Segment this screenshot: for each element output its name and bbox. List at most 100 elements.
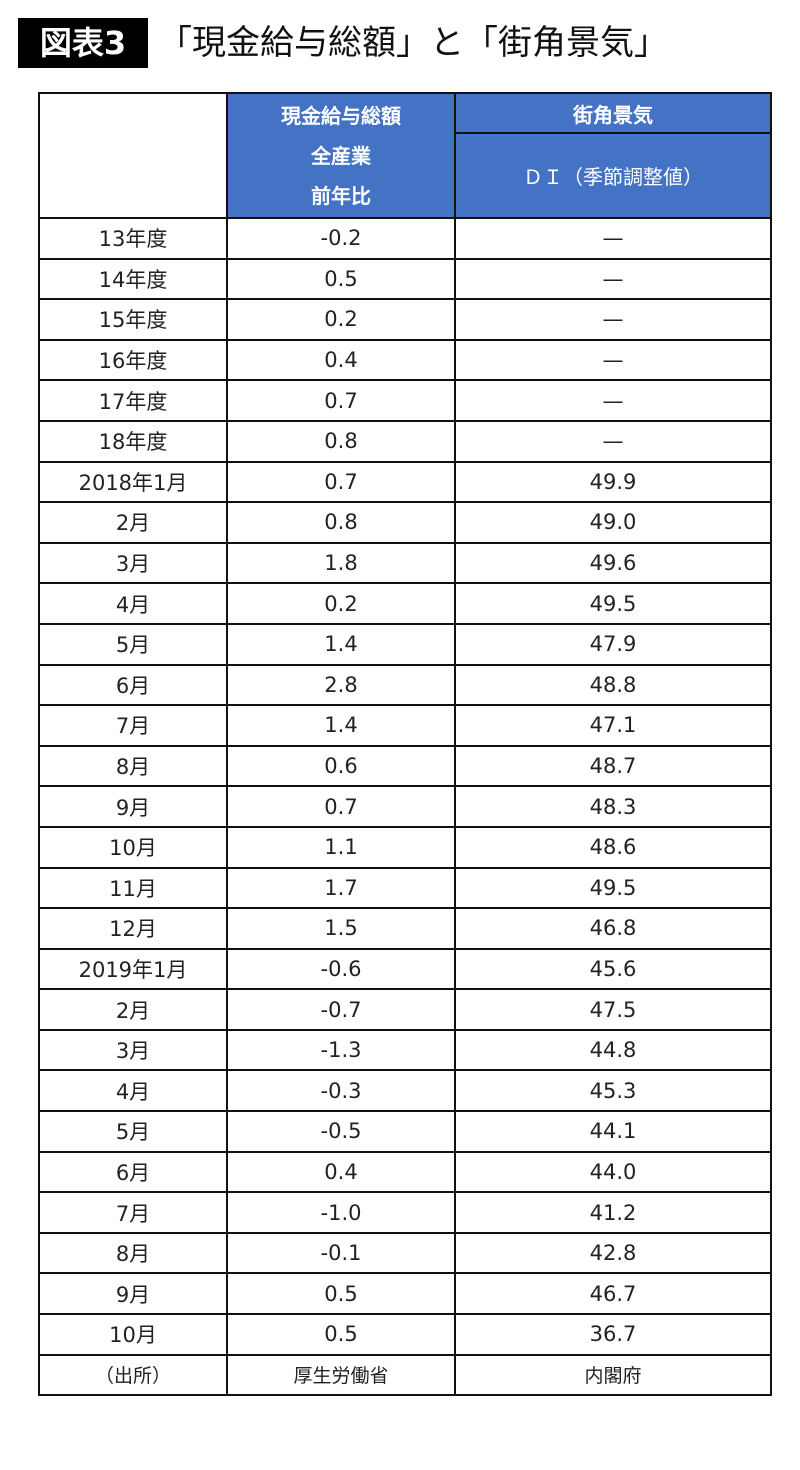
header-street-economy: 街角景気 xyxy=(454,92,772,134)
cell-wage-change: -1.0 xyxy=(226,1191,456,1234)
table-row: 3月 -1.3 44.8 xyxy=(38,1028,772,1072)
table-row: 10月 1.1 48.6 xyxy=(38,825,772,869)
cell-period: 3月 xyxy=(38,1028,228,1072)
cell-period: 7月 xyxy=(38,1191,228,1234)
cell-period: 12月 xyxy=(38,907,228,950)
table-row: 7月 -1.0 41.2 xyxy=(38,1191,772,1234)
cell-di-value: 49.9 xyxy=(454,460,772,504)
cell-di-value: 49.5 xyxy=(454,866,772,910)
cell-wage-change: 0.4 xyxy=(226,1150,456,1194)
cell-di-value: 48.6 xyxy=(454,825,772,869)
cell-wage-change: -0.1 xyxy=(226,1231,456,1275)
table-row: 4月 0.2 49.5 xyxy=(38,582,772,625)
cell-wage-change: 1.7 xyxy=(226,866,456,910)
cell-period: 11月 xyxy=(38,866,228,910)
cell-period: 2018年1月 xyxy=(38,460,228,504)
cell-wage-change: 0.7 xyxy=(226,379,456,422)
cell-di-value: 36.7 xyxy=(454,1313,772,1356)
cell-period: 10月 xyxy=(38,1313,228,1356)
cell-di-value: 49.5 xyxy=(454,582,772,625)
table-row: 15年度 0.2— xyxy=(38,298,772,341)
cell-wage-change: 0.8 xyxy=(226,501,456,544)
cell-period: 6月 xyxy=(38,1150,228,1194)
table-row: 2018年1月 0.7 49.9 xyxy=(38,460,772,504)
table-row: 6月 0.4 44.0 xyxy=(38,1150,772,1194)
table-row: 11月 1.7 49.5 xyxy=(38,866,772,910)
cell-wage-change: 0.5 xyxy=(226,1272,456,1316)
source-cell: （出所） xyxy=(38,1353,228,1397)
cell-period: 10月 xyxy=(38,825,228,869)
cell-di-value: 44.0 xyxy=(454,1150,772,1194)
cell-di-value: 44.8 xyxy=(454,1028,772,1072)
cell-di-value: 48.3 xyxy=(454,785,772,828)
cell-di-value: 47.9 xyxy=(454,622,772,666)
cell-di-value: 45.6 xyxy=(454,947,772,991)
cell-wage-change: 0.5 xyxy=(226,257,456,301)
cell-wage-change: 1.4 xyxy=(226,704,456,747)
cell-period: 4月 xyxy=(38,1069,228,1113)
table-row: 3月 1.8 49.6 xyxy=(38,541,772,585)
header-blank xyxy=(38,92,228,219)
figure-badge: 図表3 xyxy=(18,18,148,68)
source-cell: 内閣府 xyxy=(454,1353,772,1397)
cell-di-value: 46.8 xyxy=(454,907,772,950)
cell-wage-change: -0.3 xyxy=(226,1069,456,1113)
table-row: 18年度 0.8— xyxy=(38,419,772,463)
cell-wage-change: 1.4 xyxy=(226,622,456,666)
table-row: 2019年1月 -0.6 45.6 xyxy=(38,947,772,991)
cell-period: 2019年1月 xyxy=(38,947,228,991)
table-row: 10月 0.5 36.7 xyxy=(38,1313,772,1356)
cell-wage-change: 0.8 xyxy=(226,419,456,463)
cell-di-value: 48.7 xyxy=(454,744,772,788)
cell-period: 9月 xyxy=(38,1272,228,1316)
cell-wage-change: 1.5 xyxy=(226,907,456,950)
table-row: 14年度 0.5— xyxy=(38,257,772,301)
cell-wage-change: 0.4 xyxy=(226,338,456,382)
cell-wage-change: 0.7 xyxy=(226,785,456,828)
cell-di-value: 44.1 xyxy=(454,1110,772,1153)
cell-period: 6月 xyxy=(38,663,228,707)
cell-di-value: — xyxy=(454,217,772,260)
cell-di-value: — xyxy=(454,419,772,463)
cell-period: 8月 xyxy=(38,744,228,788)
cell-di-value: 41.2 xyxy=(454,1191,772,1234)
cell-di-value: 48.8 xyxy=(454,663,772,707)
source-row: （出所） 厚生労働省 内閣府 xyxy=(38,1353,772,1397)
cell-period: 3月 xyxy=(38,541,228,585)
cell-period: 17年度 xyxy=(38,379,228,422)
cell-wage-change: 0.2 xyxy=(226,582,456,625)
cell-di-value: 49.6 xyxy=(454,541,772,585)
table-row: 7月 1.4 47.1 xyxy=(38,704,772,747)
table-row: 17年度 0.7— xyxy=(38,379,772,422)
cell-period: 16年度 xyxy=(38,338,228,382)
cell-di-value: 46.7 xyxy=(454,1272,772,1316)
table-row: 9月 0.7 48.3 xyxy=(38,785,772,828)
cell-wage-change: 0.2 xyxy=(226,298,456,341)
cell-di-value: — xyxy=(454,338,772,382)
cell-di-value: — xyxy=(454,379,772,422)
table-row: 9月 0.5 46.7 xyxy=(38,1272,772,1316)
cell-period: 14年度 xyxy=(38,257,228,301)
data-table: 現金給与総額 全産業 前年比 街角景気 ＤＩ（季節調整値） 13年度 -0.2—1… xyxy=(38,92,772,1397)
cell-period: 15年度 xyxy=(38,298,228,341)
cell-wage-change: 1.8 xyxy=(226,541,456,585)
cell-wage-change: -0.5 xyxy=(226,1110,456,1153)
page-title: 「現金給与総額」と「街角景気」 xyxy=(158,23,668,63)
source-cell: 厚生労働省 xyxy=(226,1353,456,1397)
cell-wage-change: 0.5 xyxy=(226,1313,456,1356)
cell-period: 13年度 xyxy=(38,217,228,260)
header-wage-line: 全産業 xyxy=(311,143,371,168)
cell-period: 5月 xyxy=(38,622,228,666)
cell-wage-change: 2.8 xyxy=(226,663,456,707)
cell-wage-change: -0.2 xyxy=(226,217,456,260)
cell-period: 2月 xyxy=(38,988,228,1031)
cell-di-value: 45.3 xyxy=(454,1069,772,1113)
header-wage-line: 現金給与総額 xyxy=(281,103,401,128)
cell-period: 7月 xyxy=(38,704,228,747)
cell-period: 18年度 xyxy=(38,419,228,463)
cell-wage-change: -0.7 xyxy=(226,988,456,1031)
header-di: ＤＩ（季節調整値） xyxy=(454,132,772,219)
cell-wage-change: -1.3 xyxy=(226,1028,456,1072)
table-row: 8月 -0.1 42.8 xyxy=(38,1231,772,1275)
table-row: 6月 2.8 48.8 xyxy=(38,663,772,707)
